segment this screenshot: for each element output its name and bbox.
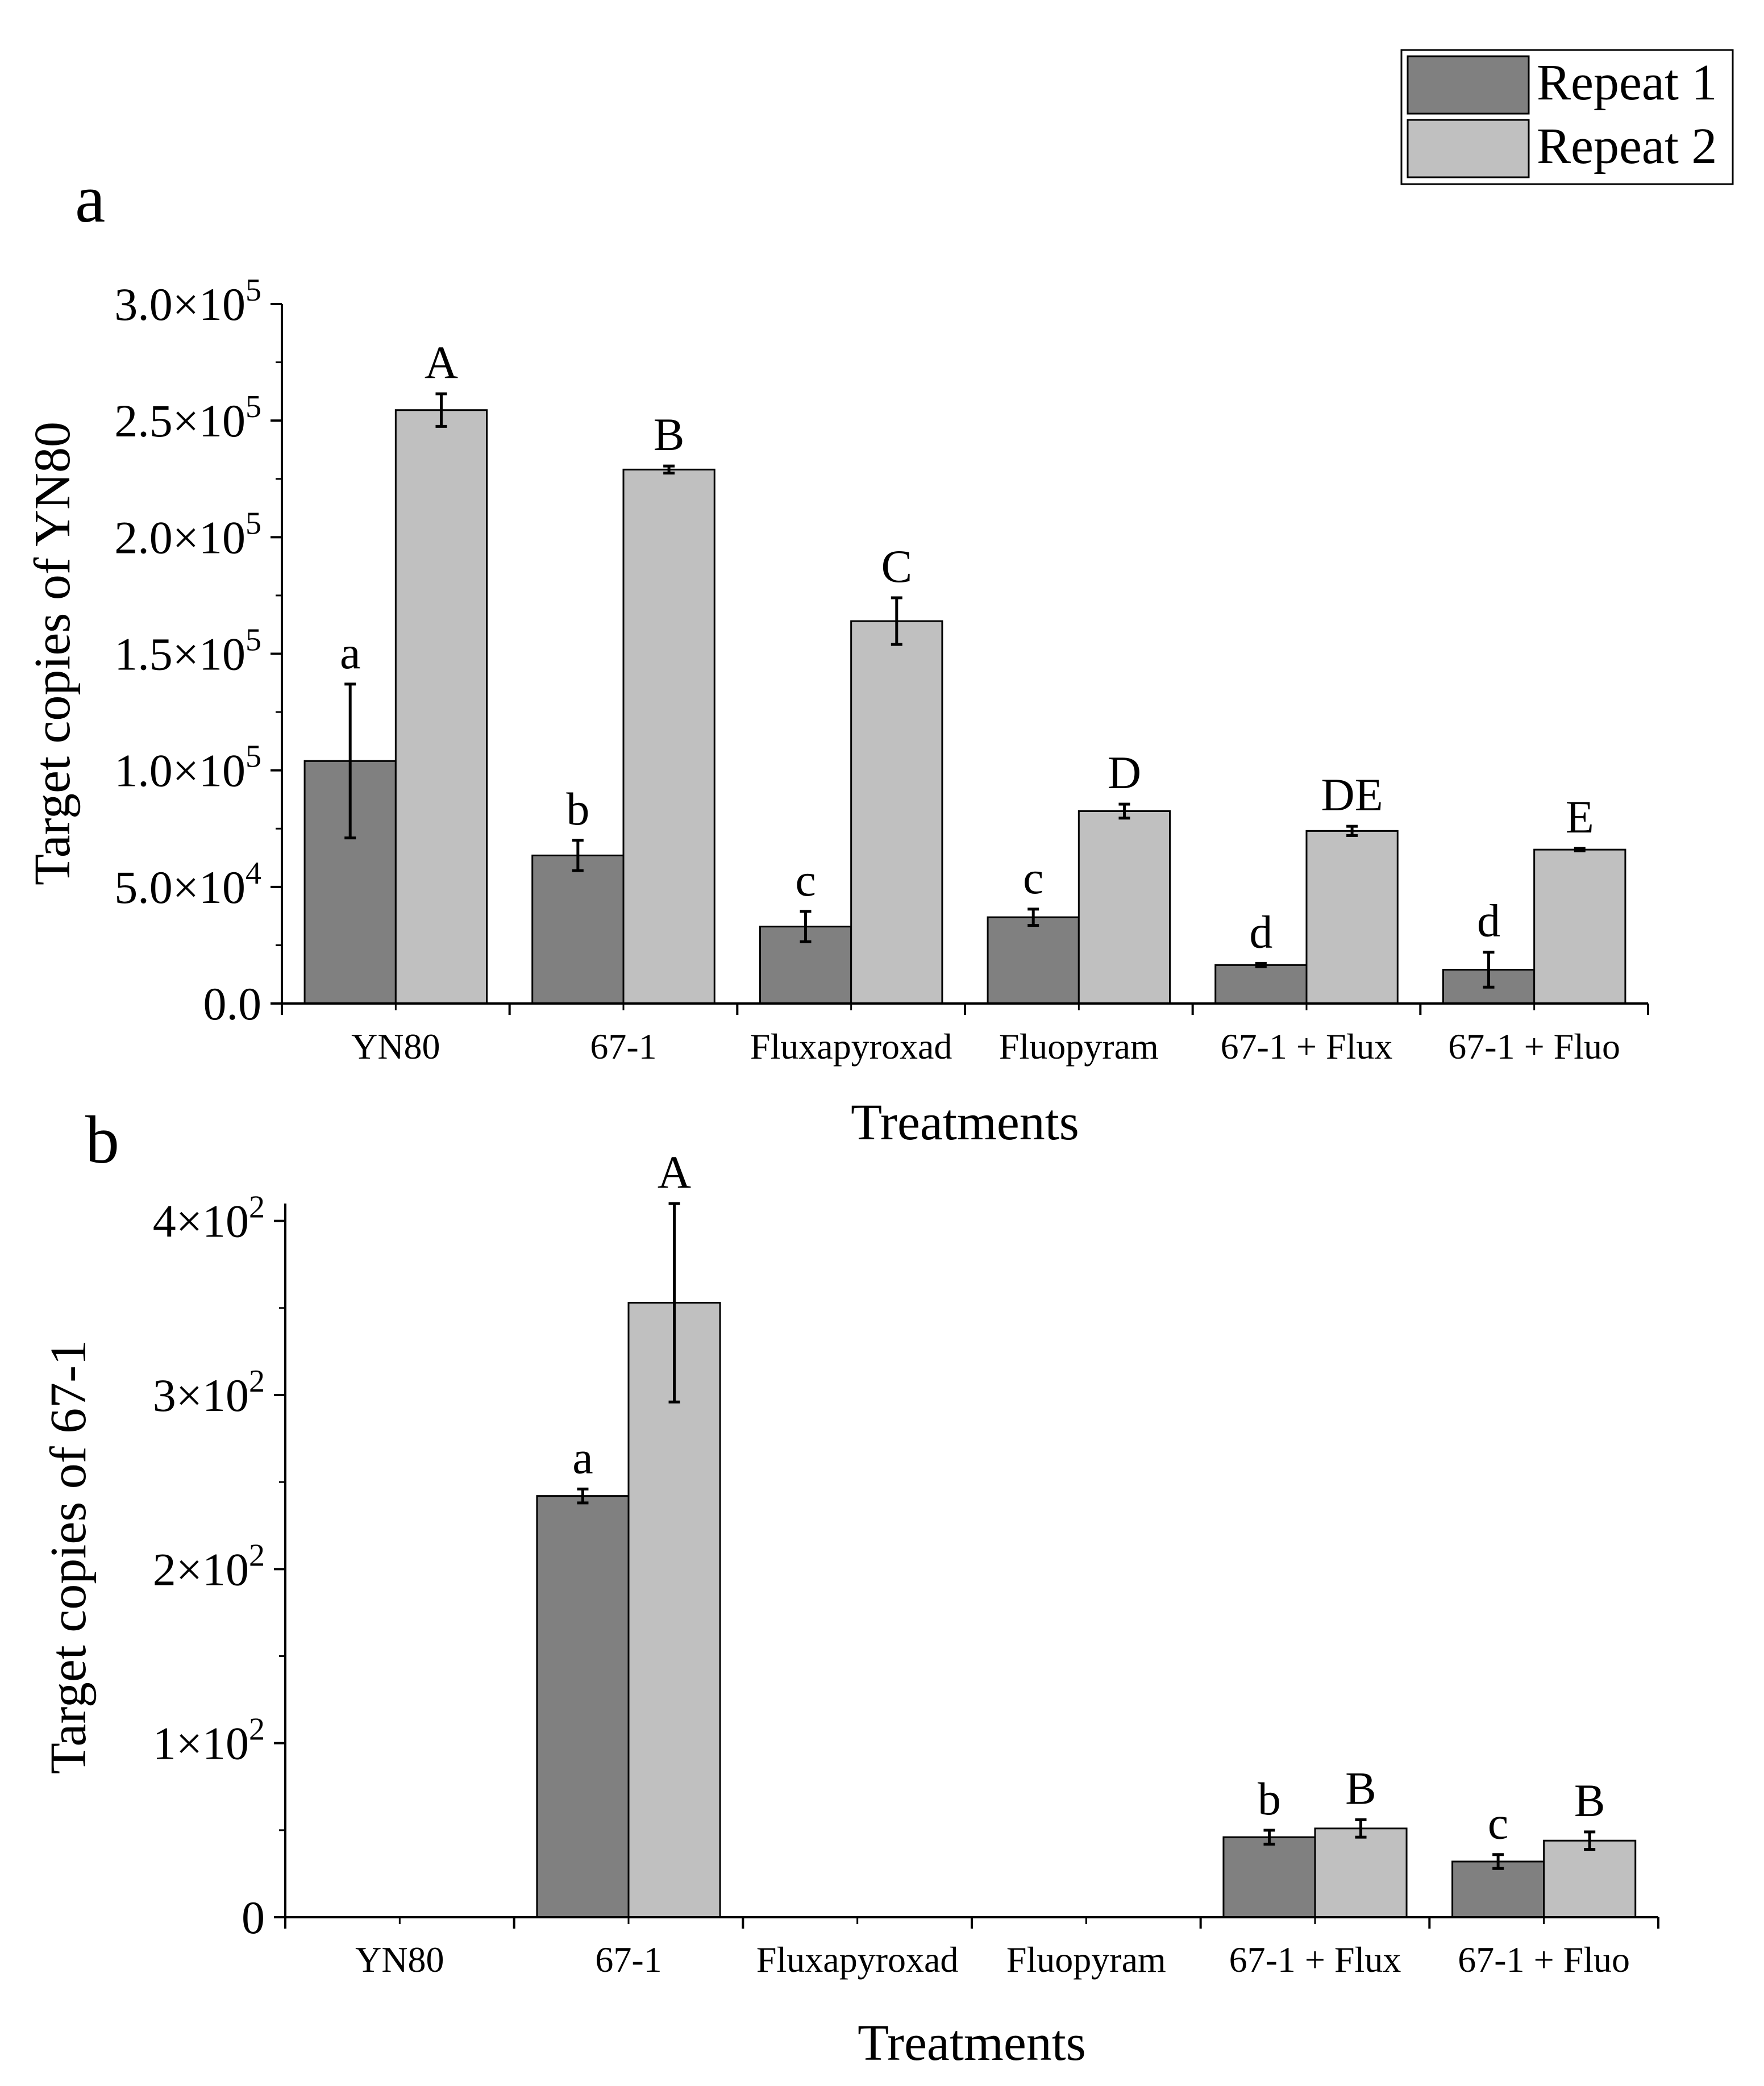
x-tick-label: Fluxapyroxad [750,1026,952,1067]
x-tick-label: YN80 [355,1939,444,1980]
bar-repeat2-0 [394,409,488,1005]
bar-repeat2-5 [1533,848,1626,1005]
panel-label: b [85,1102,119,1177]
x-axis-title: Treatments [851,1094,1079,1151]
legend: Repeat 1 Repeat 2 [1400,49,1734,185]
bar-repeat1-1 [536,1495,630,1918]
significance-letter-repeat1-5: d [1477,895,1500,947]
significance-letter-repeat2-5: B [1574,1775,1605,1826]
error-bar-repeat1-2 [800,910,812,943]
panel-label: a [75,161,105,236]
y-axis-title: Target copies of 67-1 [40,1340,97,1774]
significance-letter-repeat1-3: c [1023,852,1043,903]
error-bar-repeat1-4 [1263,1829,1275,1846]
significance-letter-repeat2-5: E [1566,791,1594,843]
error-bar-repeat1-1 [577,1487,589,1505]
error-bar-repeat2-1 [668,1202,680,1404]
error-bar-repeat2-2 [891,596,902,646]
bar-repeat2-1 [627,1302,721,1918]
significance-letter-repeat1-0: a [340,627,360,678]
significance-letter-repeat1-2: c [795,854,816,906]
x-tick-label: 67-1 + Fluo [1458,1939,1630,1980]
y-tick-label: 2.5×105 [114,389,261,447]
error-bar-repeat2-4 [1346,825,1358,838]
y-tick-label: 1×102 [153,1712,265,1769]
bar-repeat2-1 [622,468,715,1005]
significance-letter-repeat2-0: A [425,336,458,388]
error-bar-repeat1-3 [1027,907,1039,927]
y-tick-label: 0 [242,1892,265,1943]
x-tick-label: Fluopyram [1006,1939,1166,1980]
x-tick-label: 67-1 [590,1026,656,1067]
y-tick-label: 3×102 [153,1364,265,1421]
bar-repeat2-2 [850,620,943,1005]
significance-letter-repeat2-1: A [658,1146,691,1198]
error-bar-repeat2-5 [1584,1830,1596,1851]
x-tick-label: YN80 [351,1026,440,1067]
y-tick-label: 1.5×105 [114,623,261,680]
error-bar-repeat1-0 [344,682,356,840]
significance-letter-repeat1-4: d [1249,906,1272,957]
y-tick-label: 3.0×105 [114,273,261,330]
y-tick-label: 1.0×105 [114,739,261,797]
bar-repeat2-3 [1077,810,1171,1005]
bar-repeat2-4 [1305,830,1399,1005]
legend-swatch-1 [1407,55,1530,115]
bar-repeat1-5 [1451,1860,1545,1918]
significance-letter-repeat1-4: b [1258,1773,1281,1825]
panel-a: a a b c c d d A B C D DE E 0.0 5.0×104 1.0×105 1.5×105 2.… [24,161,1649,1151]
bar-repeat1-4 [1222,1836,1316,1918]
significance-letter-repeat2-3: D [1108,747,1141,798]
y-tick-label: 0.0 [203,978,262,1030]
bar-repeat1-4 [1214,964,1308,1005]
significance-letter-repeat1-5: c [1488,1797,1508,1849]
bar-repeat1-1 [531,854,625,1005]
error-bar-repeat1-1 [572,839,584,872]
significance-letter-repeat2-1: B [654,409,685,460]
x-tick-label: 67-1 [595,1939,662,1980]
panel-b: b a b c A B B 0 1×102 2×102 3×102 4×102 YN80 67-1 Flux… [40,1102,1659,2071]
error-bar-repeat2-1 [663,464,675,474]
x-tick-label: Fluopyram [999,1026,1159,1067]
error-bar-repeat2-0 [435,392,447,428]
error-bar-repeat1-5 [1483,951,1495,989]
significance-letter-repeat2-4: DE [1321,769,1383,821]
x-axis-title: Treatments [858,2015,1086,2071]
bar-repeat1-3 [987,916,1080,1005]
error-bar-repeat1-4 [1255,961,1267,968]
error-bar-repeat2-3 [1118,802,1130,820]
x-tick-label: 67-1 + Fluo [1448,1026,1620,1067]
legend-label-1: Repeat 1 [1537,55,1717,111]
error-bar-repeat2-4 [1355,1818,1367,1839]
significance-letter-repeat2-2: C [881,540,912,592]
bar-repeat2-5 [1543,1839,1637,1918]
significance-letter-repeat1-1: b [566,783,589,835]
legend-label-2: Repeat 2 [1537,118,1717,174]
bar-repeat2-4 [1314,1827,1408,1918]
error-bar-repeat2-5 [1574,847,1586,852]
x-tick-label: 67-1 + Flux [1229,1939,1401,1980]
y-tick-label: 5.0×104 [114,856,261,913]
y-axis-title: Target copies of YN80 [24,422,81,885]
x-tick-label: 67-1 + Flux [1221,1026,1393,1067]
x-tick-label: Fluxapyroxad [756,1939,959,1980]
y-tick-label: 2×102 [153,1538,265,1595]
legend-swatch-2 [1407,119,1530,178]
y-tick-label: 4×102 [153,1190,265,1247]
error-bar-repeat1-5 [1492,1853,1504,1870]
significance-letter-repeat1-1: a [572,1431,593,1483]
significance-letter-repeat2-4: B [1345,1762,1376,1814]
y-tick-label: 2.0×105 [114,506,261,563]
